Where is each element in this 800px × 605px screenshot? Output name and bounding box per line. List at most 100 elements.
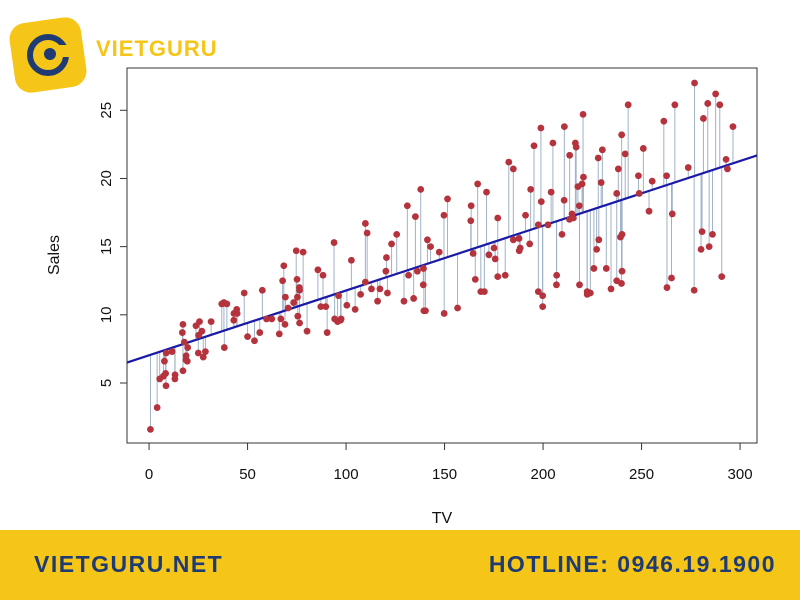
point (440, 211, 448, 219)
point (179, 320, 187, 328)
footer-hotline: HOTLINE: 0946.19.1900 (489, 551, 776, 577)
point (198, 327, 206, 335)
point (171, 375, 179, 383)
point (194, 349, 202, 357)
point (162, 349, 170, 357)
point (417, 185, 425, 193)
point (579, 110, 587, 118)
point (691, 79, 698, 87)
point (722, 155, 730, 163)
point (284, 304, 292, 312)
point (549, 139, 557, 147)
point (712, 90, 720, 98)
point (704, 100, 712, 107)
point (400, 297, 408, 305)
point (179, 367, 187, 375)
point (613, 190, 621, 197)
point (469, 250, 477, 257)
point (575, 202, 583, 210)
point (572, 143, 580, 151)
brand-name: VIETGURU (96, 36, 218, 61)
point (233, 310, 241, 317)
point (240, 289, 248, 297)
point (393, 230, 401, 238)
point (527, 185, 535, 193)
point (474, 180, 482, 188)
point (303, 327, 311, 335)
point (663, 284, 671, 291)
point (357, 290, 365, 298)
point (330, 239, 338, 246)
point (207, 318, 215, 326)
point (382, 267, 390, 275)
point (537, 124, 545, 132)
point (618, 280, 625, 287)
point (351, 305, 359, 313)
point (505, 158, 513, 166)
point (363, 229, 371, 237)
y-tick-label: 5 (98, 379, 115, 387)
point (668, 274, 675, 282)
point (440, 310, 448, 317)
point (405, 271, 412, 279)
point (660, 117, 668, 125)
point (361, 278, 369, 286)
point (343, 301, 351, 309)
point (494, 273, 502, 281)
point (534, 288, 542, 296)
point (491, 255, 499, 263)
point (614, 165, 622, 173)
logo (9, 17, 87, 93)
footer-band (0, 530, 800, 600)
point (718, 273, 726, 281)
point (256, 329, 264, 336)
logo-dot (44, 48, 56, 60)
point (705, 243, 713, 251)
point (576, 281, 583, 289)
point (290, 299, 298, 306)
point (202, 348, 209, 356)
point (697, 245, 705, 253)
point (635, 190, 643, 197)
point (580, 173, 587, 181)
point (258, 286, 266, 294)
point (560, 196, 568, 204)
point (700, 115, 707, 122)
point (279, 277, 287, 285)
point (539, 303, 547, 311)
point (299, 248, 307, 256)
x-tick-label: 250 (629, 466, 654, 483)
point (483, 188, 490, 196)
x-tick-label: 50 (239, 466, 256, 483)
point (594, 154, 602, 162)
point (413, 267, 421, 275)
point (419, 281, 427, 289)
point (709, 230, 716, 238)
point (281, 320, 289, 328)
point (578, 180, 586, 188)
point (471, 275, 479, 283)
point (621, 150, 629, 158)
point (184, 344, 192, 351)
point (537, 198, 545, 206)
y-tick-label: 20 (98, 170, 115, 187)
point (590, 265, 598, 272)
point (539, 292, 547, 300)
point (347, 256, 355, 264)
point (635, 172, 642, 180)
point (501, 271, 509, 279)
point (403, 202, 411, 210)
point (196, 318, 203, 326)
point (595, 236, 603, 244)
point (668, 210, 676, 218)
point (698, 228, 706, 236)
point (420, 307, 428, 315)
point (671, 101, 679, 109)
point (526, 240, 534, 248)
point (244, 333, 251, 341)
point (368, 285, 375, 293)
x-tick-label: 300 (728, 466, 753, 483)
point (424, 236, 431, 244)
